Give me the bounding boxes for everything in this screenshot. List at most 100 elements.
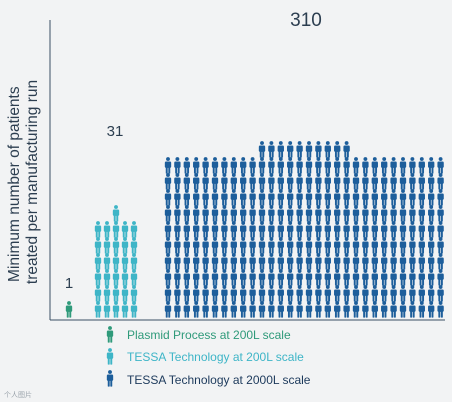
person-icon bbox=[103, 237, 111, 254]
person-icon bbox=[249, 269, 256, 286]
person-icon bbox=[221, 237, 228, 254]
person-icon bbox=[202, 221, 209, 238]
person-icon bbox=[381, 269, 388, 286]
person-icon bbox=[240, 205, 247, 222]
person-icon bbox=[174, 237, 181, 254]
person-icon bbox=[334, 253, 341, 270]
person-icon bbox=[240, 189, 247, 206]
person-icon bbox=[130, 285, 138, 302]
bar-tessa-2000l bbox=[164, 141, 444, 318]
person-icon bbox=[193, 173, 200, 190]
person-icon bbox=[249, 157, 256, 174]
person-icon bbox=[287, 237, 294, 254]
person-icon bbox=[258, 141, 266, 158]
person-icon bbox=[352, 237, 360, 254]
person-icon bbox=[240, 253, 247, 270]
person-icon bbox=[287, 285, 294, 302]
person-icon bbox=[112, 237, 120, 254]
y-axis-label-line-1: Minimum number of patients bbox=[6, 86, 23, 282]
person-icon bbox=[94, 301, 102, 318]
person-icon bbox=[296, 205, 303, 222]
person-icon bbox=[418, 269, 425, 286]
person-icon bbox=[202, 237, 209, 254]
person-icon bbox=[305, 189, 313, 206]
person-icon bbox=[381, 253, 388, 270]
person-icon bbox=[211, 285, 219, 302]
person-icon bbox=[371, 285, 378, 302]
person-icon bbox=[164, 237, 172, 254]
person-icon bbox=[193, 301, 200, 318]
person-icon bbox=[315, 205, 322, 222]
person-icon bbox=[164, 253, 172, 270]
person-icon bbox=[324, 205, 331, 222]
person-icon bbox=[390, 157, 397, 174]
person-icon bbox=[371, 301, 378, 318]
person-icon bbox=[277, 301, 284, 318]
person-icon bbox=[418, 205, 425, 222]
person-icon bbox=[174, 221, 181, 238]
person-icon bbox=[315, 285, 322, 302]
person-icon bbox=[399, 269, 407, 286]
person-icon bbox=[202, 253, 209, 270]
person-icon bbox=[362, 205, 369, 222]
person-icon bbox=[381, 221, 388, 238]
person-icon bbox=[296, 141, 303, 158]
person-icon bbox=[409, 253, 416, 270]
bar-value-label-tessa-2000l: 310 bbox=[290, 10, 322, 31]
person-icon bbox=[268, 253, 275, 270]
person-icon bbox=[183, 205, 190, 222]
person-icon bbox=[103, 269, 111, 286]
person-icon bbox=[103, 285, 111, 302]
person-icon bbox=[221, 253, 228, 270]
person-icon bbox=[174, 205, 181, 222]
person-icon bbox=[202, 285, 209, 302]
person-icon bbox=[362, 221, 369, 238]
person-icon bbox=[371, 173, 378, 190]
person-icon bbox=[437, 157, 444, 174]
person-icon bbox=[249, 253, 256, 270]
person-icon bbox=[65, 301, 73, 318]
person-icon bbox=[240, 157, 247, 174]
person-icon bbox=[121, 221, 129, 238]
person-icon bbox=[296, 173, 303, 190]
person-icon bbox=[183, 221, 190, 238]
person-icon bbox=[221, 221, 228, 238]
person-icon bbox=[381, 173, 388, 190]
person-icon bbox=[112, 269, 120, 286]
legend-marker-person-icon bbox=[106, 370, 114, 387]
person-icon bbox=[183, 157, 190, 174]
person-icon bbox=[258, 221, 266, 238]
person-icon bbox=[183, 173, 190, 190]
person-icon bbox=[230, 173, 237, 190]
person-icon bbox=[193, 269, 200, 286]
person-icon bbox=[428, 221, 435, 238]
person-icon bbox=[112, 205, 120, 222]
person-icon bbox=[409, 237, 416, 254]
person-icon bbox=[437, 285, 444, 302]
person-icon bbox=[390, 301, 397, 318]
person-icon bbox=[221, 205, 228, 222]
person-icon bbox=[437, 173, 444, 190]
person-icon bbox=[277, 141, 284, 158]
person-icon bbox=[334, 141, 341, 158]
person-icon bbox=[193, 285, 200, 302]
person-icon bbox=[230, 221, 237, 238]
person-icon bbox=[315, 237, 322, 254]
watermark: 个人图片 bbox=[4, 390, 32, 399]
person-icon bbox=[305, 253, 313, 270]
person-icon bbox=[343, 221, 350, 238]
person-icon bbox=[94, 221, 102, 238]
person-icon bbox=[390, 237, 397, 254]
person-icon bbox=[94, 253, 102, 270]
person-icon bbox=[324, 253, 331, 270]
person-icon bbox=[343, 189, 350, 206]
person-icon bbox=[193, 189, 200, 206]
person-icon bbox=[418, 157, 425, 174]
person-icon bbox=[437, 237, 444, 254]
person-icon bbox=[343, 157, 350, 174]
person-icon bbox=[305, 285, 313, 302]
person-icon bbox=[130, 221, 138, 238]
person-icon bbox=[287, 189, 294, 206]
person-icon bbox=[249, 189, 256, 206]
person-icon bbox=[315, 141, 322, 158]
